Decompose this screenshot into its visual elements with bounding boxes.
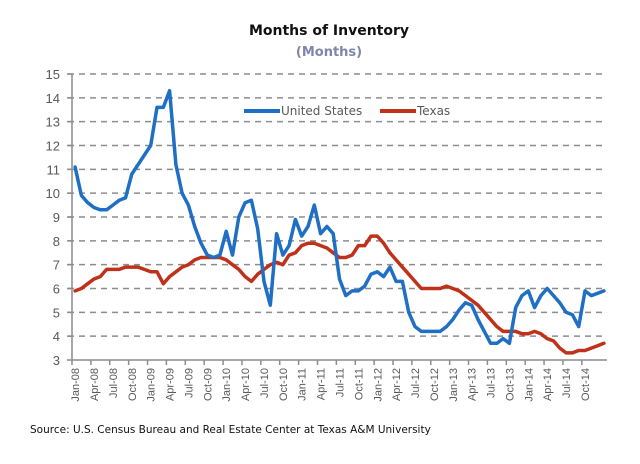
x-tick-label: Apr-10: [240, 368, 252, 401]
y-tick-label: 5: [53, 305, 60, 320]
y-tick-label: 15: [46, 67, 60, 82]
legend-label-united-states: United States: [281, 104, 362, 118]
series-line-texas: [73, 234, 606, 355]
x-tick-label: Jul-11: [335, 368, 347, 397]
y-tick-label: 12: [46, 139, 60, 154]
x-tick-label: Jul-10: [259, 368, 271, 398]
x-tick-label: Jan-08: [70, 368, 82, 402]
y-tick-label: 6: [53, 282, 60, 297]
chart-title: Months of Inventory: [249, 23, 409, 39]
y-tick-label: 8: [53, 234, 60, 249]
x-tick-label: Jan-10: [221, 368, 233, 402]
x-tick-label: Jul-14: [561, 368, 573, 398]
x-tick-label: Jan-12: [372, 368, 384, 402]
x-tick-label: Oct-13: [504, 368, 516, 401]
legend: United States Texas: [230, 102, 466, 120]
x-tick-label: Jan-11: [297, 368, 309, 401]
source-note: Source: U.S. Census Bureau and Real Esta…: [30, 424, 431, 436]
y-tick-label: 11: [47, 162, 61, 177]
series-lines: [73, 88, 606, 355]
x-tick-label: Jul-13: [486, 368, 498, 398]
y-tick-label: 9: [53, 210, 60, 225]
x-tick-label: Apr-08: [89, 368, 101, 401]
y-tick-label: 3: [53, 353, 60, 368]
x-tick-label: Apr-11: [316, 368, 328, 400]
legend-background: [230, 102, 466, 120]
x-tick-label: Oct-10: [278, 368, 290, 401]
y-tick-label: 13: [46, 115, 60, 130]
series-line-united-states: [73, 88, 606, 346]
x-tick-label: Jan-09: [146, 368, 158, 402]
y-axis-ticks: 3 4 5 6 7 8 9 10 11 12 13 14 15: [46, 67, 72, 368]
x-axis-ticks: Jan-08 Apr-08 Jul-08 Oct-08 Jan-09 Apr-09 Jul-…: [70, 360, 592, 402]
x-tick-label: Jul-12: [410, 368, 422, 398]
x-tick-label: Oct-14: [580, 368, 592, 401]
x-tick-label: Jan-13: [448, 368, 460, 402]
x-tick-label: Apr-12: [391, 368, 403, 401]
x-tick-label: Apr-13: [467, 368, 479, 401]
legend-label-texas: Texas: [416, 104, 450, 118]
chart-subtitle: (Months): [296, 45, 362, 60]
y-tick-label: 14: [46, 91, 60, 106]
x-tick-label: Apr-14: [542, 368, 554, 401]
x-tick-label: Jul-08: [108, 368, 120, 398]
y-tick-label: 10: [46, 186, 60, 201]
x-tick-label: Jul-09: [183, 368, 195, 398]
y-tick-label: 7: [53, 258, 60, 273]
x-tick-label: Oct-09: [202, 368, 214, 401]
x-tick-label: Oct-11: [353, 368, 365, 400]
y-tick-label: 4: [53, 329, 60, 344]
x-tick-label: Apr-09: [165, 368, 177, 401]
x-tick-label: Jan-14: [523, 368, 535, 402]
x-tick-label: Oct-08: [127, 368, 139, 401]
x-tick-label: Oct-12: [429, 368, 441, 401]
